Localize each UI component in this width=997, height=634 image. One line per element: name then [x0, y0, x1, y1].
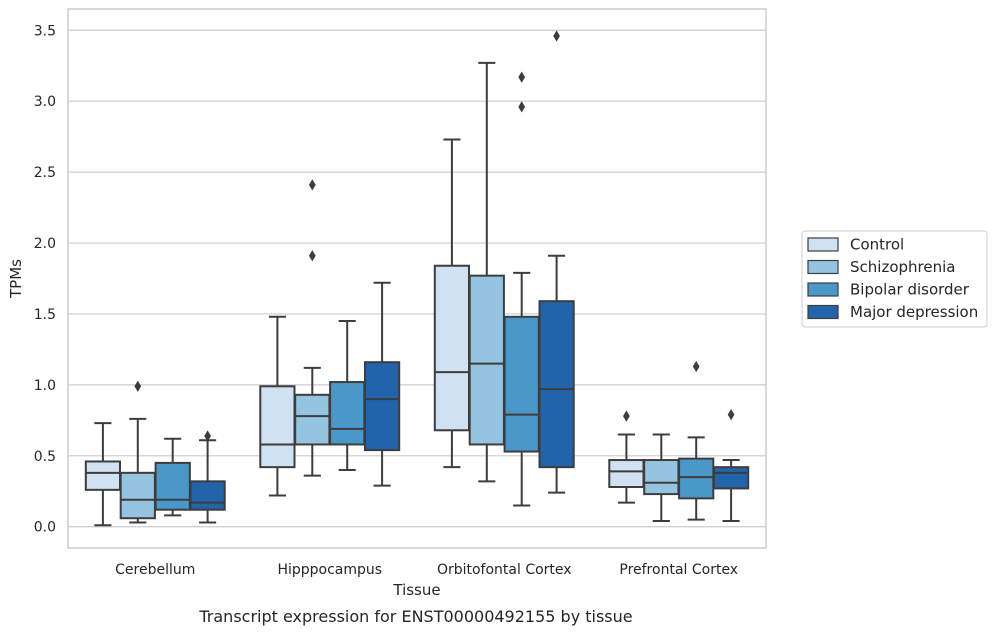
chart-caption: Transcript expression for ENST0000049215…	[198, 607, 632, 626]
box-iqr	[189, 480, 226, 511]
box-iqr	[119, 471, 156, 520]
legend-item: Control	[807, 236, 904, 254]
box-bipolar-disorder-1	[329, 320, 366, 471]
outlier-point	[518, 101, 526, 113]
outlier-point	[553, 30, 560, 42]
box-major-depression-0	[189, 430, 226, 524]
x-axis-ticks: Cerebellum Hipppocampus Orbitofontal Corte…	[115, 562, 738, 578]
legend-label: Major depression	[850, 303, 978, 321]
y-tick-label: 1.5	[34, 307, 56, 323]
x-tick-label: Prefrontal Cortex	[619, 562, 738, 578]
box-iqr	[433, 264, 471, 432]
legend-item: Schizophrenia	[807, 258, 955, 276]
outlier-point	[692, 360, 700, 373]
outlier-point	[308, 250, 316, 262]
box-iqr	[363, 361, 401, 452]
box-iqr	[468, 274, 505, 446]
y-tick-label: 1.0	[34, 378, 56, 394]
box-major-depression-1	[363, 281, 401, 487]
legend-swatch	[807, 282, 839, 297]
box-iqr	[678, 457, 715, 500]
legend: Control Schizophrenia Bipolar disorder Majo…	[801, 230, 988, 328]
box-bipolar-disorder-2	[503, 71, 540, 507]
box-major-depression-2	[538, 30, 575, 494]
outlier-point	[308, 179, 316, 191]
plot-area-frame	[67, 8, 767, 549]
legend-swatch	[807, 259, 839, 275]
outlier-point	[518, 71, 526, 83]
y-tick-label: 0.5	[34, 449, 56, 465]
box-bipolar-disorder-0	[154, 437, 191, 517]
outlier-point	[204, 430, 211, 442]
y-axis-label: TPMs	[7, 259, 25, 299]
box-schizophrenia-2	[468, 61, 505, 483]
box-control-2	[433, 138, 471, 469]
box-control-1	[259, 315, 296, 497]
legend-frame	[801, 230, 988, 328]
legend-swatch	[807, 237, 839, 252]
legend-swatch	[807, 304, 839, 320]
legend-item: Major depression	[807, 303, 978, 321]
x-tick-label: Cerebellum	[115, 562, 195, 578]
box-iqr	[329, 381, 366, 446]
box-bipolar-disorder-3	[678, 360, 715, 521]
y-tick-label: 2.5	[34, 165, 56, 181]
y-tick-label: 0.0	[34, 520, 56, 536]
x-tick-label: Hipppocampus	[277, 562, 382, 578]
outlier-point	[727, 409, 735, 421]
legend-label: Bipolar disorder	[850, 281, 970, 299]
box-plot-marks	[84, 30, 750, 527]
box-schizophrenia-3	[643, 433, 680, 523]
box-control-3	[608, 410, 645, 504]
box-iqr	[538, 300, 575, 469]
y-axis-ticks: 0.0 0.5 1.0 1.5 2.0 2.5 3.0 3.5	[34, 23, 56, 535]
box-major-depression-3	[712, 409, 750, 523]
box-iqr	[84, 460, 122, 491]
grid-lines	[68, 29, 766, 528]
outlier-point	[623, 410, 630, 422]
y-tick-label: 3.5	[34, 23, 56, 39]
box-schizophrenia-1	[294, 179, 331, 477]
box-iqr	[154, 461, 191, 511]
legend-label: Schizophrenia	[850, 258, 955, 276]
x-axis-label: Tissue	[392, 581, 440, 599]
box-schizophrenia-0	[119, 380, 156, 524]
box-iqr	[503, 315, 540, 453]
box-control-0	[84, 422, 122, 527]
box-iqr	[712, 466, 750, 490]
box-iqr	[294, 393, 331, 446]
box-iqr	[608, 459, 645, 489]
legend-item: Bipolar disorder	[807, 281, 970, 299]
outlier-point	[134, 380, 142, 392]
box-iqr	[643, 459, 680, 496]
legend-label: Control	[850, 236, 904, 254]
y-tick-label: 2.0	[34, 236, 56, 252]
y-tick-label: 3.0	[34, 94, 56, 110]
x-tick-label: Orbitofontal Cortex	[437, 562, 572, 578]
box-iqr	[259, 385, 296, 469]
